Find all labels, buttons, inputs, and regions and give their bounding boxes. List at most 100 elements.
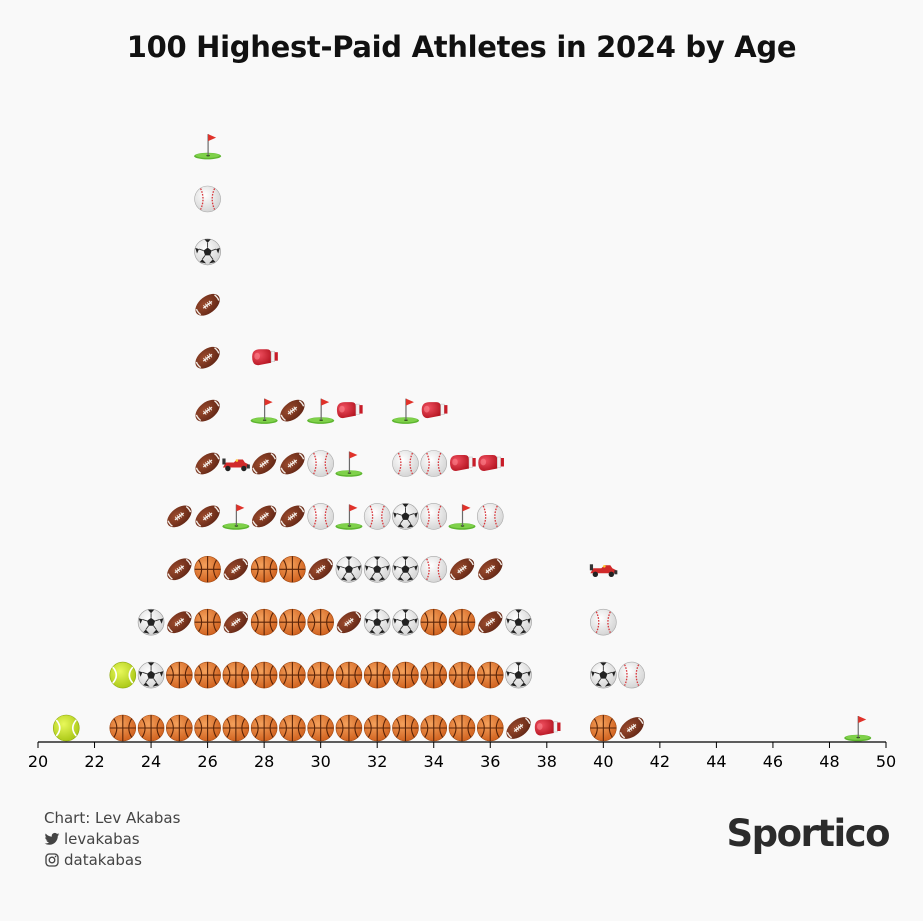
basketball-icon <box>278 714 306 742</box>
basketball-icon <box>250 555 278 583</box>
basketball-icon <box>420 714 448 742</box>
soccer-icon <box>505 608 533 636</box>
baseball-icon <box>420 449 448 478</box>
football-icon <box>247 500 282 533</box>
tennis-icon <box>109 661 137 689</box>
basketball-icon <box>307 661 335 689</box>
baseball-icon <box>420 555 448 583</box>
x-tick-label: 46 <box>763 752 783 771</box>
x-tick-label: 26 <box>197 752 217 771</box>
boxing-icon <box>449 454 477 472</box>
football-icon <box>247 447 282 480</box>
soccer-icon <box>335 555 363 583</box>
football-icon <box>190 288 225 321</box>
x-tick-label: 42 <box>650 752 670 771</box>
basketball-icon <box>194 608 222 636</box>
golf-icon <box>843 715 872 742</box>
basketball-icon <box>222 661 250 689</box>
x-tick-label: 28 <box>254 752 274 771</box>
credit-twitter-handle: levakabas <box>64 830 140 848</box>
boxing-icon <box>421 401 448 419</box>
basketball-icon <box>420 661 448 689</box>
football-icon <box>275 447 310 480</box>
boxing-icon <box>251 348 279 366</box>
football-icon <box>218 553 253 586</box>
basketball-icon <box>335 714 363 742</box>
basketball-icon <box>476 661 504 689</box>
basketball-icon <box>194 714 222 742</box>
football-icon <box>218 606 253 639</box>
football-icon <box>190 500 225 533</box>
f1-icon <box>222 458 250 472</box>
x-tick-label: 24 <box>141 752 161 771</box>
football-icon <box>501 712 536 744</box>
baseball-icon <box>307 502 335 531</box>
football-icon <box>473 606 508 639</box>
x-tick-label: 48 <box>819 752 839 771</box>
basketball-icon <box>278 608 306 636</box>
basketball-icon <box>165 661 193 689</box>
baseball-icon <box>420 502 448 531</box>
football-icon <box>162 500 197 533</box>
basketball-icon <box>307 714 335 742</box>
golf-icon <box>193 133 222 161</box>
baseball-icon <box>363 502 391 531</box>
credit-instagram: datakabas <box>44 851 142 869</box>
x-tick-label: 44 <box>706 752 726 771</box>
basketball-icon <box>109 714 137 742</box>
baseball-icon <box>589 608 617 636</box>
soccer-icon <box>391 555 419 583</box>
soccer-icon <box>194 238 222 266</box>
x-tick-label: 40 <box>593 752 613 771</box>
golf-icon <box>334 450 364 478</box>
basketball-icon <box>335 661 363 689</box>
basketball-icon <box>363 714 391 742</box>
golf-icon <box>221 503 250 531</box>
basketball-icon <box>448 608 476 636</box>
basketball-icon <box>278 555 306 583</box>
football-icon <box>614 712 649 744</box>
football-icon <box>445 553 479 586</box>
basketball-icon <box>448 661 476 689</box>
basketball-icon <box>194 661 222 689</box>
basketball-icon <box>307 608 335 636</box>
x-tick-label: 38 <box>537 752 557 771</box>
x-tick-label: 50 <box>876 752 896 771</box>
baseball-icon <box>617 661 646 689</box>
soccer-icon <box>363 608 391 636</box>
football-icon <box>162 553 197 586</box>
basketball-icon <box>448 714 476 742</box>
x-axis: 20 22 24 26 28 30 32 34 36 38 40 42 44 46 48 50 <box>28 741 896 771</box>
x-tick-label: 20 <box>28 752 48 771</box>
football-icon <box>473 553 508 586</box>
football-icon <box>303 553 338 586</box>
golf-icon <box>391 398 420 425</box>
twitter-icon <box>44 831 60 847</box>
basketball-icon <box>250 714 278 742</box>
basketball-icon <box>137 714 165 742</box>
soccer-icon <box>137 661 165 689</box>
basketball-icon <box>222 714 250 742</box>
soccer-icon <box>137 608 165 636</box>
soccer-icon <box>391 502 419 530</box>
basketball-icon <box>250 661 278 689</box>
x-tick-label: 22 <box>84 752 104 771</box>
basketball-icon <box>420 608 448 636</box>
credit-author: Chart: Lev Akabas <box>44 809 180 827</box>
athlete-icons <box>52 133 872 744</box>
basketball-icon <box>194 555 222 583</box>
basketball-icon <box>589 714 617 742</box>
golf-icon <box>447 503 477 531</box>
credit-twitter: levakabas <box>44 830 140 848</box>
chart-title: 100 Highest-Paid Athletes in 2024 by Age <box>126 30 797 64</box>
boxing-icon <box>477 454 505 472</box>
x-tick-label: 32 <box>367 752 387 771</box>
basketball-icon <box>250 608 278 636</box>
football-icon <box>275 394 310 427</box>
boxing-icon <box>534 719 561 736</box>
basketball-icon <box>165 714 193 742</box>
soccer-icon <box>363 555 391 583</box>
football-icon <box>332 606 366 639</box>
soccer-icon <box>391 608 419 636</box>
basketball-icon <box>278 661 306 689</box>
